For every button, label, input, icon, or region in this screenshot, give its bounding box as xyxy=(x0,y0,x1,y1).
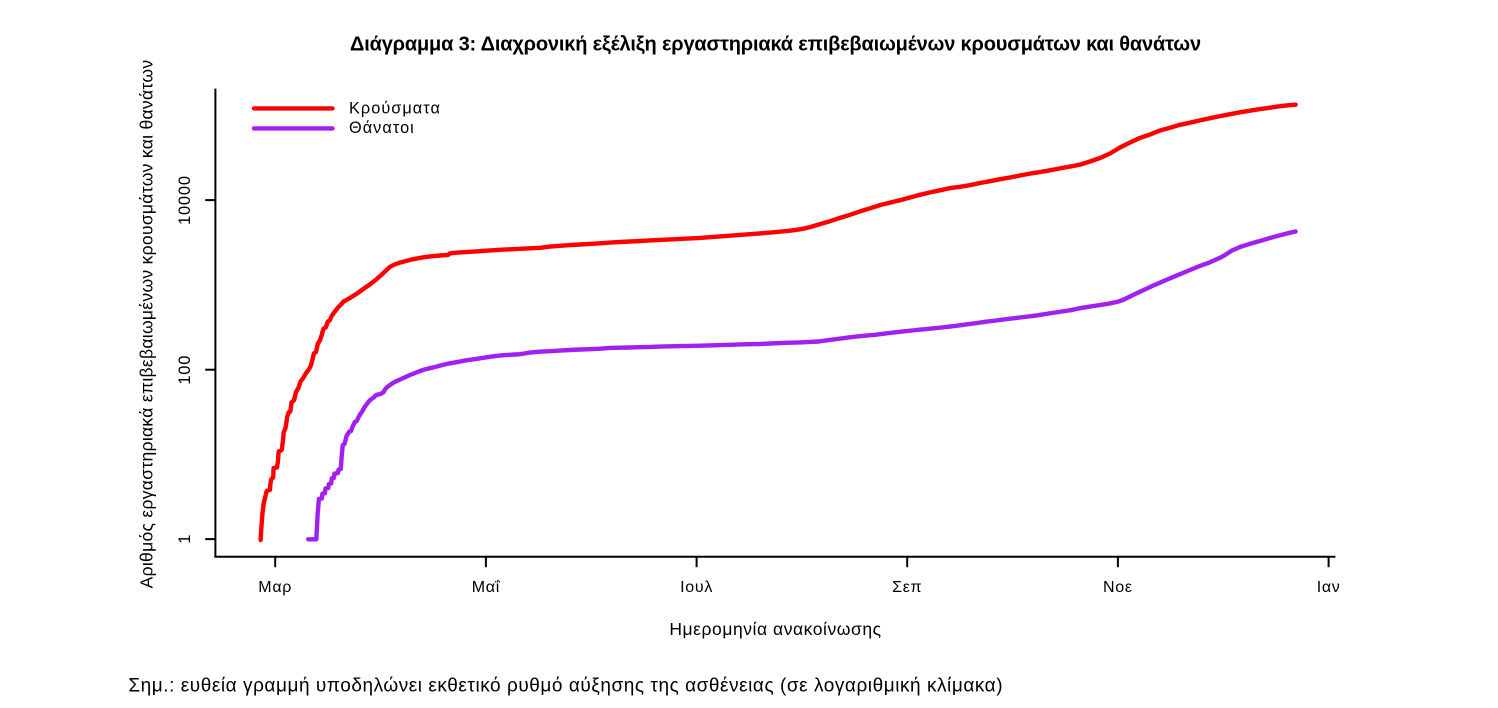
svg-text:Θάνατοι: Θάνατοι xyxy=(349,119,415,137)
svg-text:1: 1 xyxy=(176,535,194,544)
svg-text:Ιουλ: Ιουλ xyxy=(680,579,713,596)
svg-text:Νοε: Νοε xyxy=(1103,579,1133,596)
svg-text:Σημ.: ευθεία γραμμή υποδηλώνει: Σημ.: ευθεία γραμμή υποδηλώνει εκθετικό … xyxy=(128,675,1003,696)
svg-text:Σεπ: Σεπ xyxy=(892,579,922,596)
svg-text:Ιαν: Ιαν xyxy=(1317,579,1341,596)
svg-text:Ημερομηνία ανακοίνωσης: Ημερομηνία ανακοίνωσης xyxy=(669,619,881,639)
svg-text:Διάγραμμα 3: Διαχρονική εξέλιξ: Διάγραμμα 3: Διαχρονική εξέλιξη εργαστηρ… xyxy=(350,34,1201,56)
svg-text:Κρούσματα: Κρούσματα xyxy=(349,100,441,118)
svg-text:Αριθμός εργαστηριακά επιβεβαιω: Αριθμός εργαστηριακά επιβεβαιωμένων κρου… xyxy=(136,60,156,589)
svg-text:Μαρ: Μαρ xyxy=(258,579,292,596)
svg-text:Μαΐ: Μαΐ xyxy=(472,579,501,596)
svg-text:10000: 10000 xyxy=(176,175,194,225)
svg-text:100: 100 xyxy=(176,355,194,385)
